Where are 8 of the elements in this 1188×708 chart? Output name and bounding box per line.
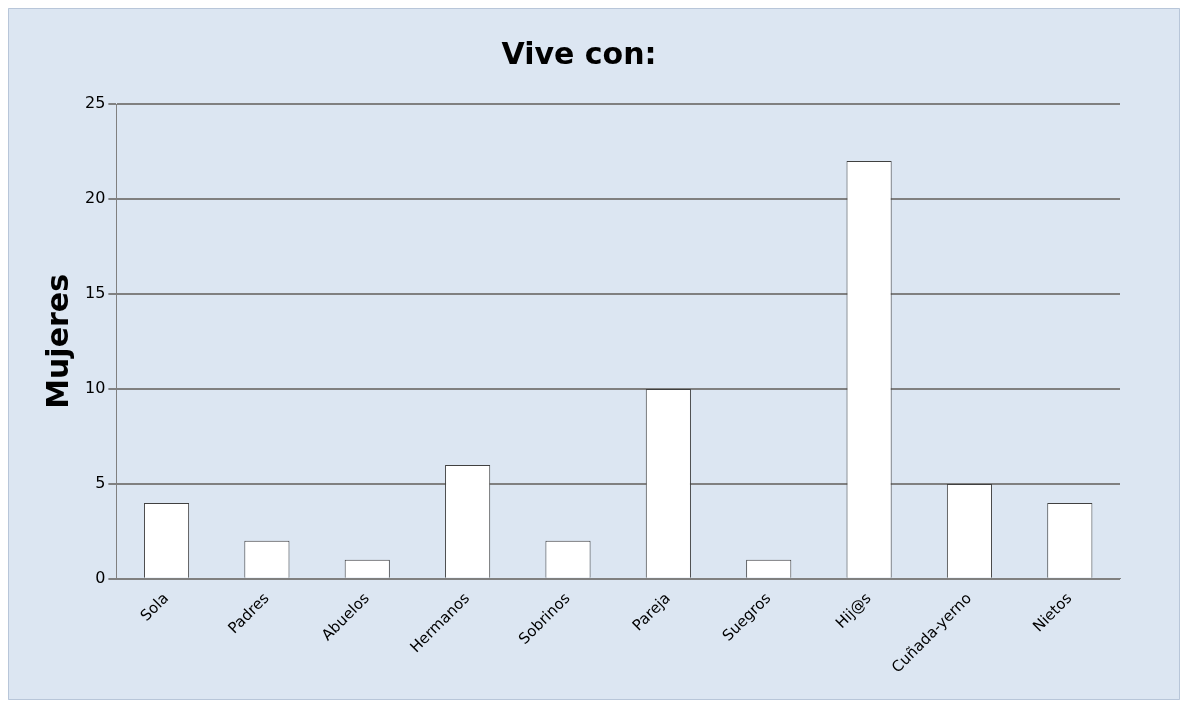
- chart-title: Vive con:: [501, 35, 657, 71]
- y-axis-title: Mujeres: [39, 274, 75, 409]
- y-tick-label: 5: [95, 473, 106, 493]
- y-tick-label: 10: [85, 378, 106, 398]
- y-tick-label: 15: [85, 283, 106, 303]
- y-tick-label: 25: [85, 93, 106, 113]
- y-tick-label: 0: [95, 568, 106, 588]
- y-tick-label: 20: [85, 188, 106, 208]
